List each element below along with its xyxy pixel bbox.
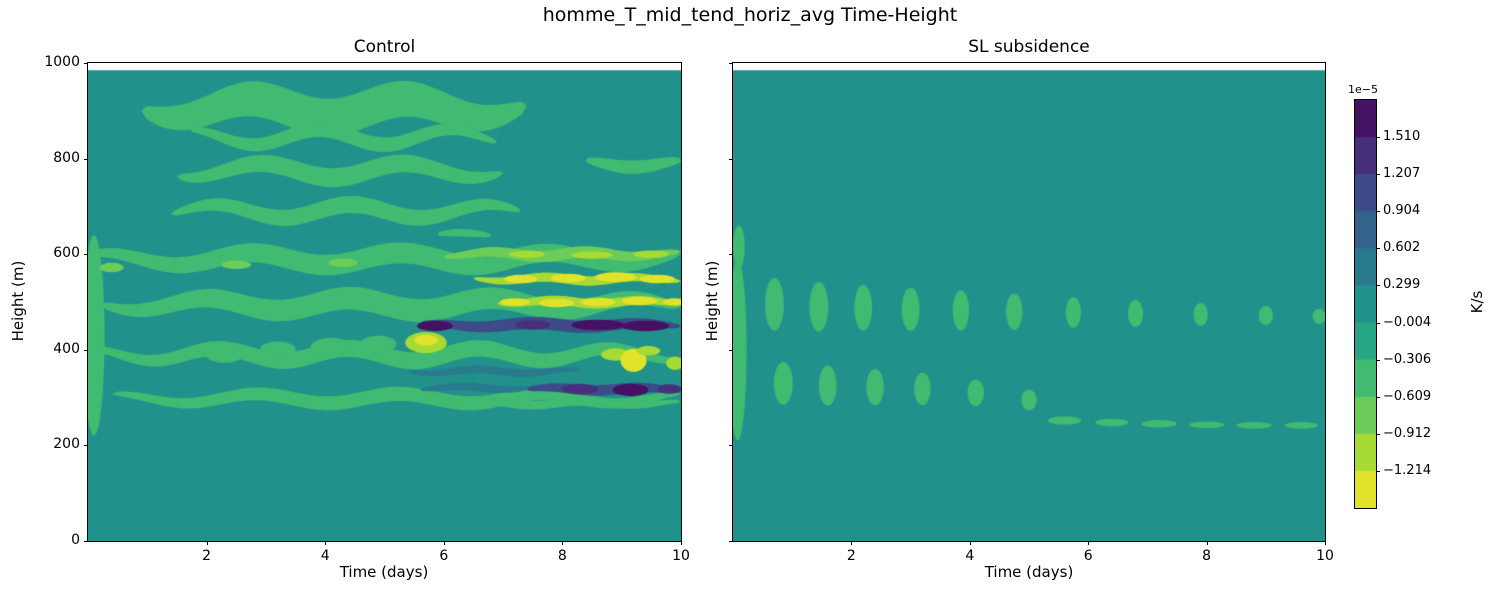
colorbar-tick-label: 0.904 <box>1383 203 1421 219</box>
y-axis-label-sl-subsidence: Height (m) <box>703 260 721 342</box>
colorbar-tick-mark <box>1376 359 1380 361</box>
colorbar-tick-mark <box>1376 470 1380 472</box>
colorbar-canvas <box>1355 100 1376 508</box>
colorbar-tick-mark <box>1376 211 1380 213</box>
y-tick-label: 1000 <box>44 54 80 70</box>
y-tick-mark <box>84 349 88 351</box>
colorbar-tick-label: −0.912 <box>1383 425 1432 441</box>
contour-canvas-control <box>88 63 681 541</box>
y-tick-mark <box>729 445 733 447</box>
y-tick-mark <box>84 254 88 256</box>
x-tick-mark <box>851 541 853 545</box>
x-tick-label: 4 <box>965 548 975 564</box>
y-tick-label: 400 <box>53 340 80 357</box>
y-tick-mark <box>729 158 733 160</box>
x-tick-label: 8 <box>557 548 567 564</box>
figure-title: homme_T_mid_tend_horiz_avg Time-Height <box>542 4 958 26</box>
x-tick-mark <box>206 541 208 545</box>
y-tick-mark <box>729 254 733 256</box>
y-tick-label: 800 <box>53 149 80 166</box>
x-tick-mark <box>1206 541 1208 545</box>
colorbar-tick-label: −0.609 <box>1383 388 1432 404</box>
colorbar-offset-text: 1e−5 <box>1348 83 1378 96</box>
y-tick-mark <box>729 541 733 542</box>
x-axis-label-sl-subsidence: Time (days) <box>984 563 1074 581</box>
x-tick-label: 8 <box>1202 548 1212 564</box>
y-tick-mark <box>84 158 88 160</box>
x-tick-label: 2 <box>202 548 212 564</box>
colorbar-tick-label: −0.306 <box>1383 351 1432 367</box>
y-tick-mark <box>729 349 733 351</box>
y-tick-mark <box>84 541 88 542</box>
colorbar-tick-mark <box>1376 285 1380 287</box>
colorbar-tick-mark <box>1376 433 1380 435</box>
colorbar-label: K/s <box>1468 290 1486 314</box>
colorbar-tick-label: 0.299 <box>1383 277 1421 293</box>
colorbar-tick-label: 0.602 <box>1383 240 1421 256</box>
colorbar-tick-mark <box>1376 137 1380 139</box>
y-tick-label: 600 <box>53 245 80 262</box>
x-tick-mark <box>969 541 971 545</box>
contour-panel-sl-subsidence <box>732 62 1326 542</box>
colorbar <box>1354 99 1377 509</box>
x-axis-label-control: Time (days) <box>339 563 429 581</box>
colorbar-tick-label: −1.214 <box>1383 462 1432 478</box>
x-tick-mark <box>1325 541 1326 545</box>
y-axis-label-control: Height (m) <box>9 260 27 342</box>
colorbar-tick-mark <box>1376 396 1380 398</box>
x-tick-label: 10 <box>672 548 690 564</box>
y-tick-mark <box>84 445 88 447</box>
contour-panel-control <box>87 62 682 542</box>
panel-title-control: Control <box>353 37 416 57</box>
panel-title-sl-subsidence: SL subsidence <box>968 37 1090 57</box>
colorbar-tick-label: −0.004 <box>1383 314 1432 330</box>
x-tick-mark <box>443 541 445 545</box>
x-tick-label: 6 <box>439 548 449 564</box>
colorbar-tick-label: 1.510 <box>1383 129 1421 145</box>
x-tick-label: 4 <box>320 548 330 564</box>
colorbar-tick-mark <box>1376 174 1380 176</box>
x-tick-label: 6 <box>1083 548 1093 564</box>
x-tick-label: 2 <box>846 548 856 564</box>
x-tick-mark <box>1088 541 1090 545</box>
y-tick-mark <box>729 63 733 64</box>
x-tick-mark <box>325 541 327 545</box>
y-tick-label: 200 <box>53 436 80 453</box>
y-tick-label: 0 <box>71 532 80 548</box>
x-tick-mark <box>562 541 564 545</box>
y-tick-mark <box>84 63 88 64</box>
colorbar-tick-mark <box>1376 322 1380 324</box>
x-tick-label: 10 <box>1316 548 1334 564</box>
contour-canvas-sl-subsidence <box>733 63 1325 541</box>
x-tick-mark <box>681 541 682 545</box>
colorbar-tick-mark <box>1376 248 1380 250</box>
colorbar-tick-label: 1.207 <box>1383 166 1421 182</box>
